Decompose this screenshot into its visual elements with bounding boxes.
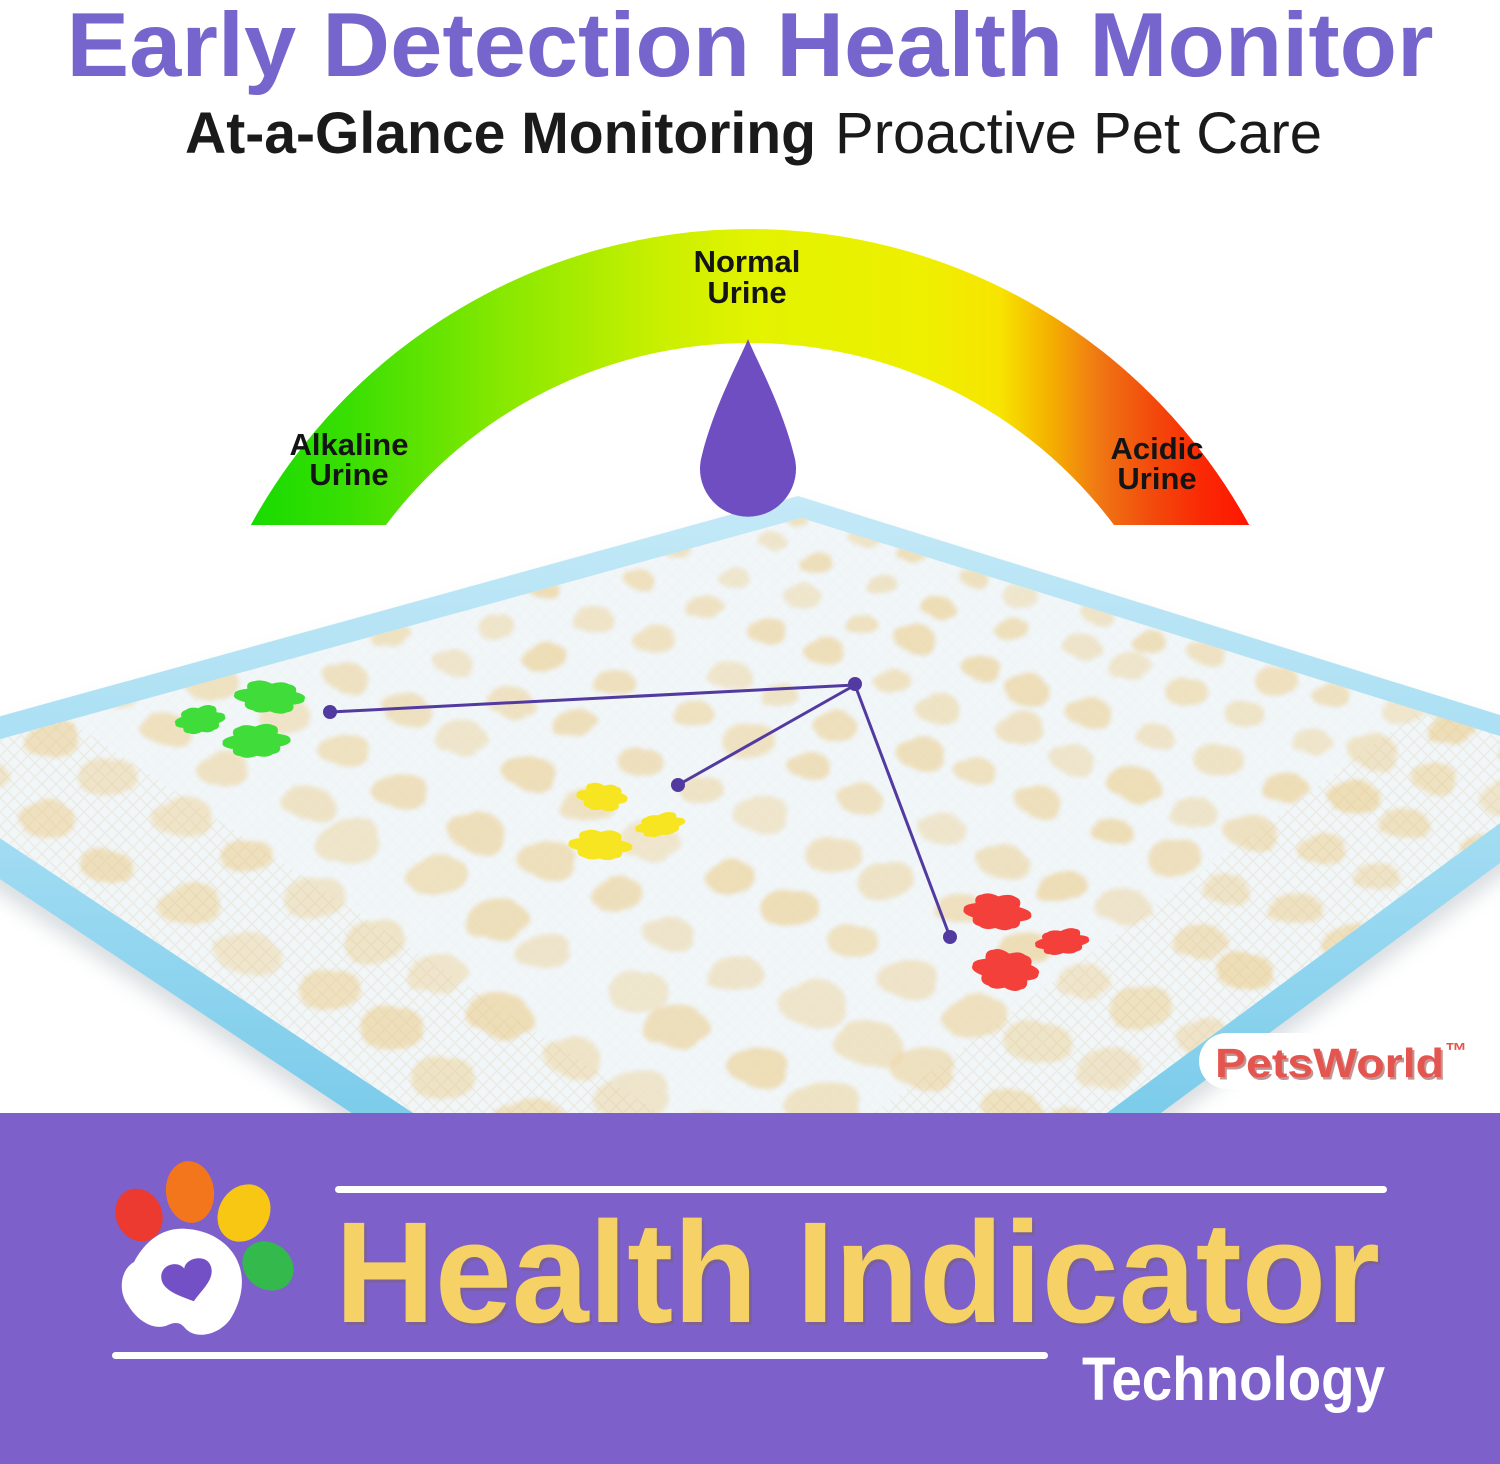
svg-text:Acidic: Acidic — [1110, 431, 1203, 466]
svg-text:Urine: Urine — [309, 457, 388, 492]
svg-text:Health Indicator: Health Indicator — [338, 1195, 1383, 1356]
svg-text:Technology: Technology — [1082, 1345, 1385, 1413]
svg-text:Proactive Pet Care: Proactive Pet Care — [835, 101, 1322, 166]
svg-text:Early Detection Health Monitor: Early Detection Health Monitor — [67, 0, 1434, 96]
svg-text:Urine: Urine — [1117, 461, 1196, 496]
svg-text:Normal: Normal — [694, 244, 801, 279]
svg-text:PetsWorld: PetsWorld — [1215, 1040, 1444, 1086]
svg-text:™: ™ — [1445, 1038, 1467, 1063]
svg-text:Urine: Urine — [707, 275, 786, 310]
svg-text:Alkaline: Alkaline — [290, 427, 409, 462]
svg-text:Health Indicator: Health Indicator — [335, 1192, 1380, 1353]
svg-text:PetsWorld: PetsWorld — [1217, 1043, 1446, 1089]
svg-text:At-a-Glance Monitoring: At-a-Glance Monitoring — [185, 101, 816, 166]
